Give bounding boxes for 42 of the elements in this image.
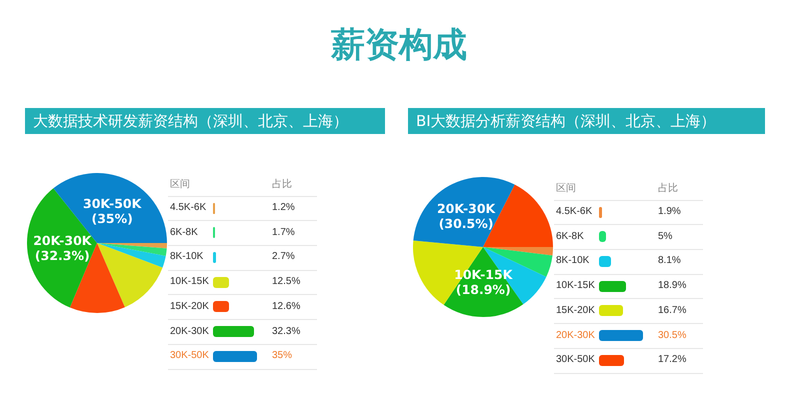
data-label: 1.2% [272,202,295,214]
legend-label: 10K-15K [556,280,595,292]
data-label: 1.9% [658,206,681,218]
text: (35%) [91,211,133,226]
legend-label: 20K-30K [556,330,595,342]
data-label: 32.3% [272,326,300,338]
legend-label: 15K-20K [556,304,595,317]
legend-label: 8K-10K [556,255,590,268]
legend-label: 6K-8K [556,230,584,243]
legend-label: 30K-50K [170,350,209,362]
slice-label: 20K-30K [33,232,92,248]
legend-label: 8K-10K [170,251,204,264]
data-label: 30.5% [658,330,686,342]
text: 占比 [272,179,292,191]
data-label: 8.1% [658,255,681,268]
legend-label: 10K-15K [170,276,209,288]
slice-label: 30K-50K [83,196,142,212]
legend-label: 4.5K-6K [556,206,592,218]
legend-label: 15K-20K [170,300,209,313]
data-label: 17.2% [658,354,686,366]
text: 薪资构成 [330,24,468,67]
text: (32.3%) [34,248,90,263]
data-label: 16.7% [658,304,686,317]
chart-subtitle: 大数据技术研发薪资结构（深圳、北京、上海） [25,108,385,134]
legend-label: 20K-30K [170,326,209,338]
text: 占比 [658,183,678,195]
data-label: 35% [272,350,292,362]
data-label: 2.7% [272,251,295,264]
data-label: 1.7% [272,226,295,239]
data-label: 12.5% [272,276,300,288]
legend-title: 区间 [556,183,576,195]
data-label: 5% [658,230,672,243]
legend-title: 区间 [170,179,190,191]
legend-label: 4.5K-6K [170,202,206,214]
data-label: 12.6% [272,300,300,313]
text: (18.9%) [456,282,511,297]
slice-label: 20K-30K [436,201,496,216]
data-label: 18.9% [658,280,686,292]
text: (30.5%) [438,216,494,232]
legend-label: 6K-8K [170,226,198,239]
legend-label: 30K-50K [556,354,595,366]
chart-subtitle: BI大数据分析薪资结构（深圳、北京、上海） [408,108,765,134]
